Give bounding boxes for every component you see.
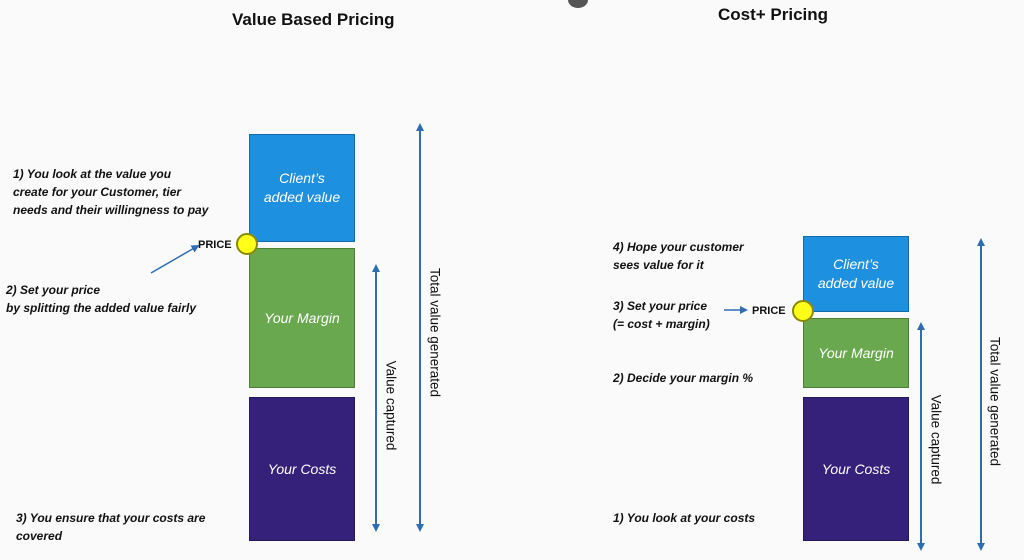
right-costs-box: Your Costs	[803, 397, 909, 541]
right-note-1-line-1: 1) You look at your costs	[613, 511, 756, 525]
right-note-4-line-1: 4) Hope your customer	[613, 240, 744, 254]
right-price-label: PRICE	[752, 305, 786, 317]
left-client-added-value-label: Client’s added value	[263, 170, 341, 205]
left-note-1: 1) You look at the value you create for …	[13, 165, 208, 219]
left-value-captured-label: Value captured	[383, 360, 399, 451]
left-costs-box: Your Costs	[249, 397, 355, 541]
right-note-4-line-2: sees value for it	[613, 258, 704, 272]
right-note-1: 1) You look at your costs	[613, 509, 755, 527]
right-value-captured-label: Value captured	[928, 394, 944, 485]
left-client-added-value-box: Client’s added value	[249, 134, 355, 242]
left-note-2-line-2: by splitting the added value fairly	[6, 301, 197, 315]
left-note-1-line-2: create for your Customer, tier	[13, 185, 182, 199]
right-client-added-value-label: Client’s added value	[817, 256, 895, 291]
left-margin-box: Your Margin	[249, 248, 355, 388]
right-client-added-value-box: Client’s added value	[803, 236, 909, 312]
right-margin-box: Your Margin	[803, 318, 909, 388]
left-costs-label: Your Costs	[267, 460, 337, 477]
left-note-1-line-3: needs and their willingness to pay	[13, 203, 209, 217]
left-note-3: 3) You ensure that your costs are covere…	[16, 509, 205, 545]
top-edge-dot	[568, 0, 588, 8]
left-price-dot	[236, 233, 258, 255]
left-note-2-line-1: 2) Set your price	[6, 283, 101, 297]
right-note-2-line-1: 2) Decide your margin %	[613, 371, 754, 385]
left-price-pointer-arrow	[150, 244, 200, 274]
left-note-3-line-1: 3) You ensure that your costs are	[16, 511, 206, 525]
right-note-3-line-1: 3) Set your price	[613, 299, 708, 313]
right-margin-label: Your Margin	[818, 344, 894, 361]
left-total-value-label: Total value generated	[427, 267, 443, 398]
right-costs-label: Your Costs	[821, 460, 891, 477]
left-note-3-line-2: covered	[16, 529, 63, 543]
right-note-3-line-2: (= cost + margin)	[613, 317, 710, 331]
right-note-3: 3) Set your price (= cost + margin)	[613, 297, 710, 333]
value-based-pricing-title: Value Based Pricing	[232, 10, 395, 29]
left-price-label: PRICE	[198, 239, 232, 251]
right-total-value-label: Total value generated	[987, 336, 1003, 467]
left-note-1-line-1: 1) You look at the value you	[13, 167, 172, 181]
right-note-4: 4) Hope your customer sees value for it	[613, 238, 744, 274]
left-margin-label: Your Margin	[264, 309, 340, 326]
left-note-2: 2) Set your price by splitting the added…	[6, 281, 196, 317]
cost-plus-pricing-title: Cost+ Pricing	[718, 5, 829, 24]
right-note-2: 2) Decide your margin %	[613, 369, 753, 387]
right-price-dot	[792, 300, 814, 322]
